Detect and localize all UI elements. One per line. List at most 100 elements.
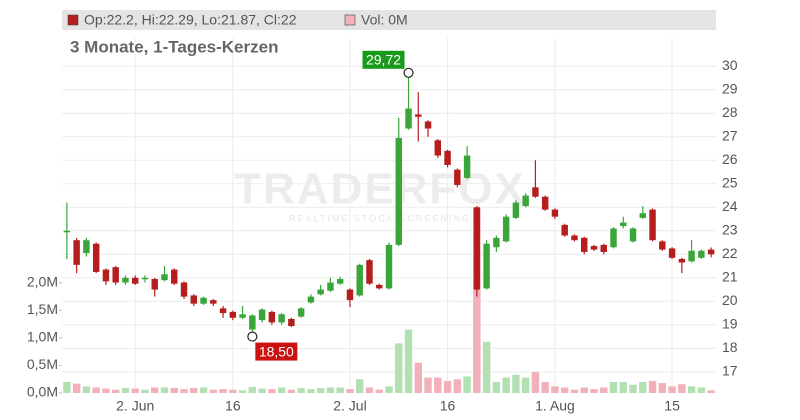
volume-bar xyxy=(238,390,247,393)
candle-body xyxy=(678,258,686,263)
candle-body xyxy=(141,277,149,280)
y-tick-label: 19 xyxy=(722,316,738,332)
candle-body xyxy=(102,269,110,282)
candle-body xyxy=(571,235,578,241)
volume-bar xyxy=(687,386,696,393)
candle-body xyxy=(210,300,217,304)
volume-bar xyxy=(82,386,91,393)
candle-body xyxy=(434,140,442,156)
watermark-tagline: REALTIME STOCK SCREENING xyxy=(289,213,471,223)
candle-body xyxy=(190,295,197,304)
volume-bar xyxy=(151,387,159,393)
y2-tick-label: 2,0M xyxy=(27,273,58,289)
annotation-marker xyxy=(403,67,414,78)
volume-bar xyxy=(512,374,520,393)
volume-bar xyxy=(287,389,296,393)
candle-body xyxy=(122,277,129,283)
candle-body xyxy=(551,209,559,217)
candle-body xyxy=(610,228,617,248)
candle-body xyxy=(83,240,90,254)
candle-body xyxy=(620,222,627,227)
candle-body xyxy=(561,224,568,236)
price-header: Op:22.2, Hi:22.29, Lo:21.87, Cl:22 xyxy=(84,12,297,28)
candle-body xyxy=(249,315,256,330)
candle-body xyxy=(268,311,276,323)
volume-bar xyxy=(326,387,335,393)
candle-body xyxy=(668,248,676,258)
candle-body xyxy=(219,308,227,314)
candle-body xyxy=(73,240,80,265)
volume-bar xyxy=(316,388,325,393)
y-tick-label: 29 xyxy=(722,80,738,96)
x-tick-label: 1. Aug xyxy=(535,398,575,414)
y-tick-label: 25 xyxy=(722,174,738,190)
candle-body xyxy=(180,282,188,297)
candle-body xyxy=(532,187,539,197)
x-tick-label: 2. Jul xyxy=(333,398,366,414)
y-tick-label: 24 xyxy=(722,198,738,214)
volume-bar xyxy=(531,372,540,393)
annotation-marker xyxy=(247,331,258,342)
volume-bar xyxy=(424,377,432,393)
volume-bar xyxy=(482,341,491,393)
candle-body xyxy=(415,114,422,117)
volume-bar xyxy=(111,389,120,393)
volume-bar xyxy=(375,389,383,393)
volume-bar xyxy=(521,377,530,393)
candle-body xyxy=(92,243,100,272)
candle-body xyxy=(424,121,432,129)
candle-body xyxy=(493,237,500,248)
volume-bar xyxy=(600,387,608,393)
y-tick-label: 17 xyxy=(722,363,738,379)
volume-bar xyxy=(707,390,715,393)
volume-bar xyxy=(453,379,462,393)
y-tick-label: 26 xyxy=(722,151,738,167)
volume-bar xyxy=(365,387,374,393)
volume-bar xyxy=(229,389,237,393)
candle-body xyxy=(483,243,490,289)
volume-bar xyxy=(560,387,569,393)
candle-body xyxy=(151,278,158,290)
candle-body xyxy=(688,250,695,262)
volume-bar xyxy=(385,386,393,393)
volume-header: Vol: 0M xyxy=(361,12,408,28)
candle-body xyxy=(171,269,178,284)
candle-body xyxy=(541,196,549,210)
volume-bar xyxy=(463,376,471,393)
volume-bar xyxy=(141,389,149,393)
volume-bar xyxy=(639,381,647,393)
volume-bar xyxy=(541,381,549,393)
y2-tick-label: 0,5M xyxy=(27,356,58,372)
volume-bar xyxy=(551,386,559,393)
volume-bar xyxy=(658,383,667,393)
candle-body xyxy=(639,213,647,218)
candle-body xyxy=(649,209,656,241)
y-tick-label: 20 xyxy=(722,292,738,308)
volume-bar xyxy=(434,377,442,393)
volume-bar xyxy=(609,381,618,393)
candle-body xyxy=(297,308,305,317)
candle-body xyxy=(356,264,363,296)
candle-body xyxy=(395,137,402,245)
volume-bar xyxy=(502,377,510,393)
volume-bar xyxy=(248,386,257,393)
volume-bar xyxy=(92,387,100,393)
candle-body xyxy=(405,108,412,129)
candle-body xyxy=(629,228,637,242)
volume-bar xyxy=(590,389,598,393)
volume-bar xyxy=(63,381,71,393)
y-tick-label: 21 xyxy=(722,269,738,285)
candle-body xyxy=(229,311,237,318)
candle-body xyxy=(239,314,246,318)
volume-bar xyxy=(72,383,81,393)
x-tick-label: 15 xyxy=(664,398,680,414)
annotation-label: 29,72 xyxy=(366,51,401,67)
candle-body xyxy=(454,169,461,185)
y-tick-label: 30 xyxy=(722,57,738,73)
volume-bar xyxy=(307,389,315,393)
volume-bar xyxy=(619,381,627,393)
candle-body xyxy=(258,309,266,321)
x-tick-label: 2. Jun xyxy=(116,398,154,414)
volume-bar xyxy=(580,387,588,393)
